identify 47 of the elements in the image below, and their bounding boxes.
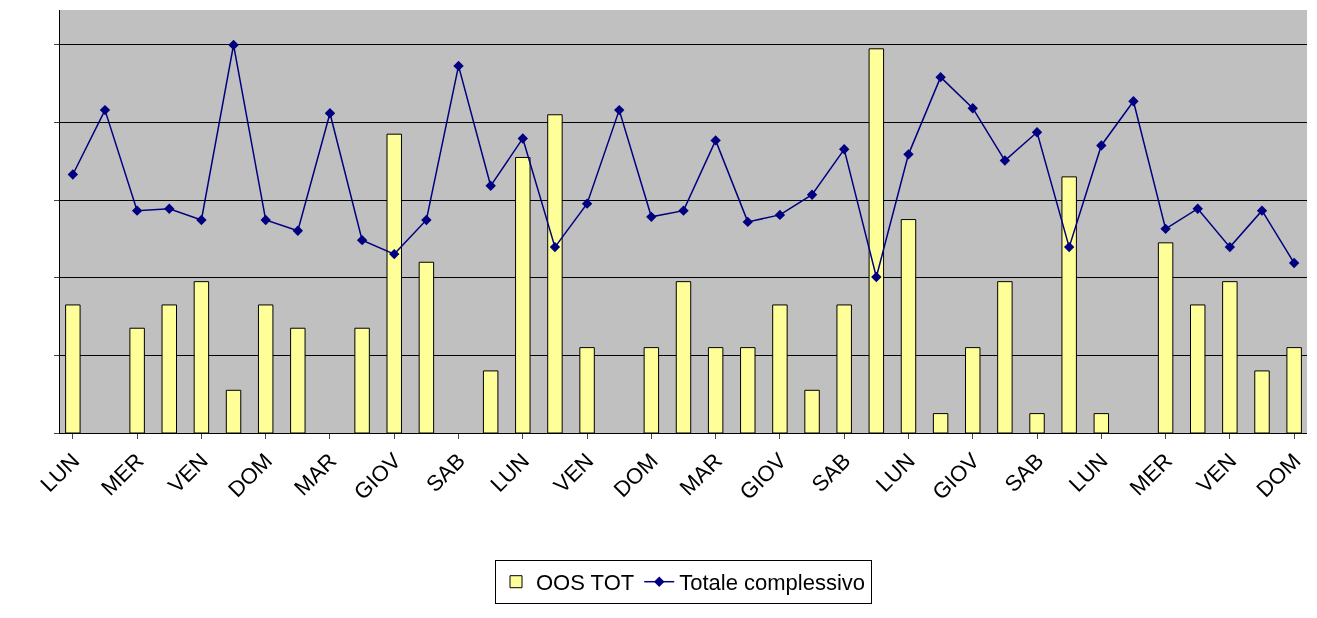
- point: [614, 104, 625, 116]
- x-tick-label: VEN: [1191, 448, 1242, 498]
- x-tick-label: VEN: [548, 448, 599, 498]
- point: [421, 214, 432, 226]
- point: [228, 39, 239, 51]
- point: [356, 234, 368, 246]
- point: [581, 198, 593, 209]
- point: [164, 203, 175, 214]
- point: [999, 155, 1011, 166]
- legend-label: OOS TOT: [536, 570, 635, 596]
- x-tick-label: VEN: [163, 448, 213, 498]
- point: [967, 102, 978, 114]
- point: [1128, 96, 1139, 107]
- point: [99, 104, 111, 116]
- x-tick-label: SAB: [421, 448, 470, 497]
- legend-label: Totale complessivo: [679, 570, 866, 596]
- point: [742, 216, 753, 228]
- point: [935, 71, 946, 83]
- point: [806, 189, 818, 200]
- point: [453, 60, 464, 72]
- point: [485, 180, 496, 191]
- point: [196, 214, 207, 226]
- point: [678, 205, 689, 216]
- x-tick-label: SAB: [999, 448, 1049, 497]
- point: [1288, 257, 1300, 269]
- point: [1192, 203, 1203, 214]
- point: [517, 133, 528, 144]
- point: [774, 209, 786, 221]
- point: [1031, 127, 1043, 138]
- point: [1160, 223, 1171, 235]
- point: [1256, 205, 1268, 216]
- point: [839, 144, 850, 155]
- point: [1096, 140, 1107, 151]
- point: [131, 205, 143, 216]
- point: [903, 149, 914, 160]
- point: [260, 214, 271, 226]
- point: [389, 248, 400, 260]
- point: [871, 271, 882, 283]
- point: [549, 241, 561, 253]
- point: [1224, 241, 1236, 253]
- point: [292, 225, 304, 237]
- point: [710, 135, 721, 146]
- point: [1063, 241, 1075, 253]
- x-tick-label: SAB: [806, 448, 856, 497]
- point: [324, 108, 336, 119]
- point: [646, 211, 657, 223]
- point: [67, 169, 79, 180]
